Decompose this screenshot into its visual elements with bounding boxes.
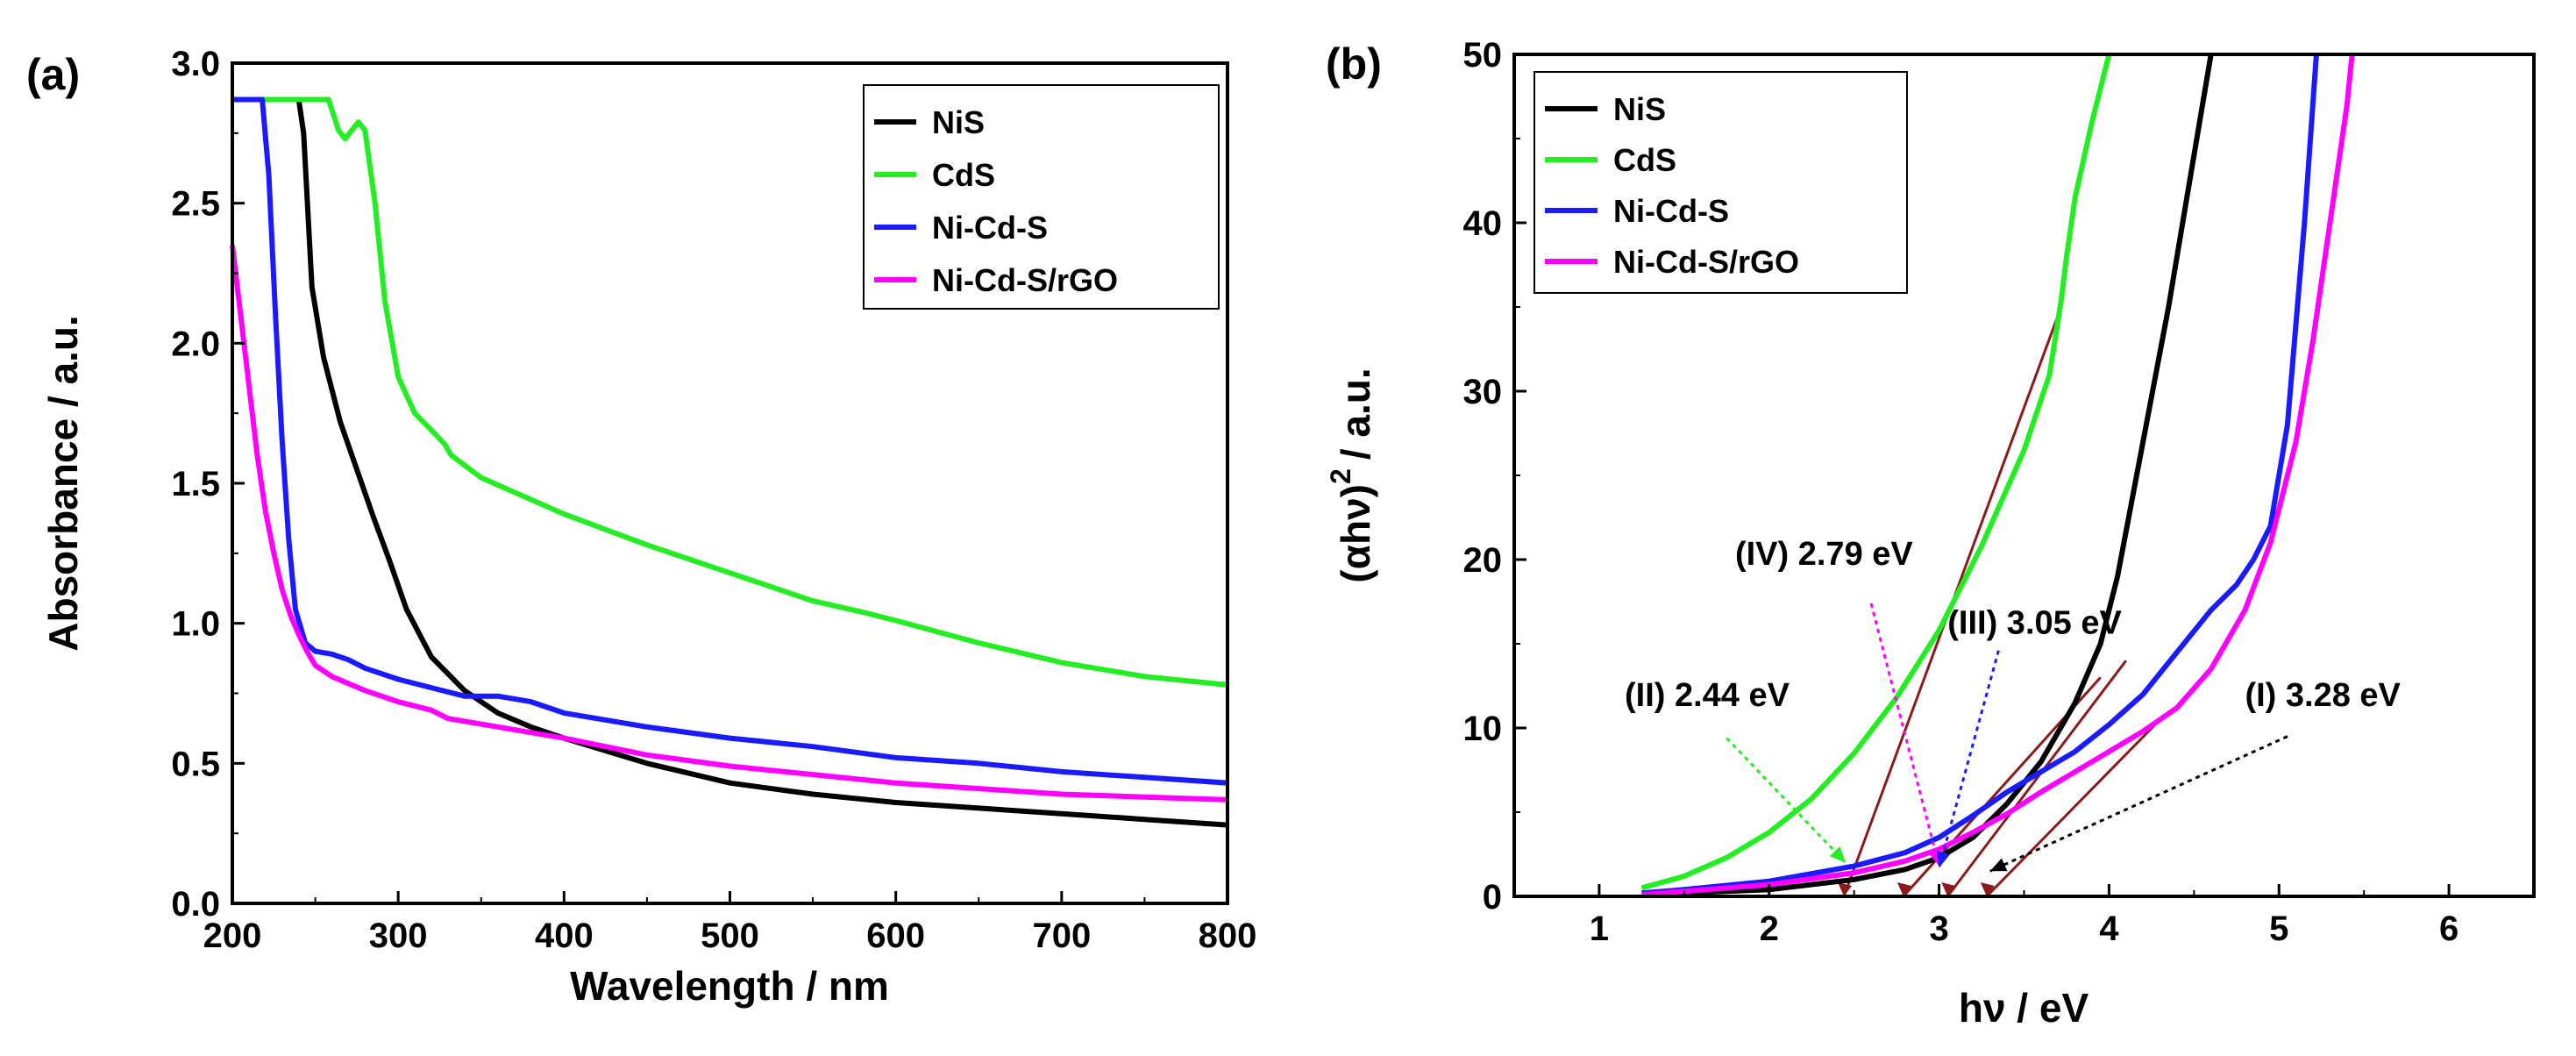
y-tick-label: 2.0 xyxy=(171,325,220,363)
y-tick-label: 20 xyxy=(1463,541,1503,580)
x-tick-label: 800 xyxy=(1199,917,1257,955)
panel-a-plot-area xyxy=(230,96,1228,828)
series-line-nis xyxy=(295,99,1228,828)
x-tick-label: 300 xyxy=(369,917,428,955)
y-tick-label: 0.5 xyxy=(171,745,220,783)
annotation-arrowhead xyxy=(1989,858,2008,872)
series-line-ni-cd-s xyxy=(1641,54,2319,896)
series-line-cds xyxy=(232,96,1228,688)
legend-label-nis: NiS xyxy=(932,104,985,140)
y-tick-label: 2.5 xyxy=(171,185,220,224)
panel-a-y-ticks: 0.0 0.5 1.0 1.5 2.0 2.5 3.0 xyxy=(171,45,245,924)
annotation-label: (IV) 2.79 eV xyxy=(1735,536,1913,573)
legend-label-ni-cd-s-rgo: Ni-Cd-S/rGO xyxy=(1613,244,1799,280)
x-tick-label: 5 xyxy=(2269,910,2288,948)
panel-b-y-axis-label-unit: / a.u. xyxy=(1333,367,1378,460)
x-tick-label: 4 xyxy=(2099,910,2119,948)
panel-a-y-axis-label: Absorbance / a.u. xyxy=(40,315,86,651)
panel-a-legend: NiS CdS Ni-Cd-S Ni-Cd-S/rGO xyxy=(863,84,1220,310)
annotation-label: (II) 2.44 eV xyxy=(1625,677,1790,714)
panel-b-label: (b) xyxy=(1326,39,1382,89)
legend-label-cds: CdS xyxy=(932,157,995,193)
panel-b-x-ticks: 1 2 3 4 5 6 xyxy=(1513,884,2535,948)
x-tick-label: 200 xyxy=(203,917,262,955)
series-line-cds xyxy=(1640,54,2112,891)
x-tick-label: 600 xyxy=(866,917,925,955)
x-tick-label: 6 xyxy=(2439,910,2459,948)
series-line-ni-cd-s-rgo xyxy=(230,245,1228,803)
panel-a-legend-box xyxy=(863,84,1220,310)
tangent-line xyxy=(1946,660,2127,897)
x-tick-label: 1 xyxy=(1590,910,1609,948)
x-tick-label: 2 xyxy=(1760,910,1779,948)
y-tick-label: 30 xyxy=(1463,373,1503,411)
tangent-arrowhead xyxy=(1980,882,1995,896)
y-tick-label: 10 xyxy=(1463,710,1503,748)
legend-label-ni-cd-s: Ni-Cd-S xyxy=(932,210,1048,246)
y-tick-label: 0.0 xyxy=(171,885,220,924)
annotation-label: (I) 3.28 eV xyxy=(2245,677,2401,714)
y-tick-label: 3.0 xyxy=(171,45,220,83)
panel-a-x-axis-label: Wavelength / nm xyxy=(570,963,889,1009)
series-line-ni-cd-s xyxy=(232,96,1228,786)
series-line-ni-cd-s-rgo xyxy=(1641,54,2355,898)
y-tick-label: 0 xyxy=(1483,878,1502,917)
annotation-arrowhead xyxy=(1829,846,1846,863)
tangent-arrowhead xyxy=(1941,882,1956,896)
tangent-line xyxy=(1985,718,2161,898)
annotation-pointer xyxy=(1938,650,2000,868)
legend-label-ni-cd-s: Ni-Cd-S xyxy=(1613,193,1729,229)
x-tick-label: 500 xyxy=(701,917,759,955)
panel-b-plot-area: (IV) 2.79 eV (III) 3.05 eV (II) 2.44 eV (I)… xyxy=(1625,54,2402,898)
panel-b-y-axis-label-sup: 2 xyxy=(1325,468,1356,484)
series-line-nis xyxy=(1641,54,2214,898)
y-tick-label: 50 xyxy=(1463,36,1503,75)
panel-b-y-ticks: 0 10 20 30 40 50 xyxy=(1463,36,1526,917)
y-tick-label: 40 xyxy=(1463,204,1503,243)
x-tick-label: 700 xyxy=(1032,917,1091,955)
panel-b-legend: NiS CdS Ni-Cd-S Ni-Cd-S/rGO xyxy=(1534,71,1908,294)
panel-b-x-axis-label: hν / eV xyxy=(1959,985,2089,1031)
annotation-label: (III) 3.05 eV xyxy=(1947,604,2122,641)
panel-a-label: (a) xyxy=(26,50,80,99)
x-tick-label: 400 xyxy=(535,917,594,955)
x-tick-label: 3 xyxy=(1929,910,1948,948)
tangent-arrowhead xyxy=(1838,882,1853,896)
legend-label-ni-cd-s-rgo: Ni-Cd-S/rGO xyxy=(932,262,1118,298)
legend-label-cds: CdS xyxy=(1613,142,1676,178)
annotation-pointer xyxy=(1989,735,2288,873)
legend-label-nis: NiS xyxy=(1613,91,1666,127)
panel-b-y-axis-label-main: (αhν) xyxy=(1333,484,1378,583)
panel-a-x-ticks: 200 300 400 500 600 700 800 xyxy=(203,891,1257,955)
panel-a: (a) 200 300 400 500 600 700 800 0.0 0.5 1.0 1.5 2.… xyxy=(26,45,1256,1009)
y-tick-label: 1.0 xyxy=(171,605,220,644)
tangent-arrowhead xyxy=(1896,882,1911,896)
y-tick-label: 1.5 xyxy=(171,465,220,503)
annotation-pointer xyxy=(1726,737,1847,864)
annotation-arrowhead xyxy=(1936,850,1951,868)
panel-b: (b) (IV) 2.79 eV (III) 3.05 eV (II) 2.44 e… xyxy=(1325,36,2536,1031)
svg-text:(αhν)2/ a.u.: (αhν)2 / a.u. xyxy=(1325,367,1378,582)
annotation-pointer xyxy=(1869,603,1941,867)
panel-b-y-axis-label: (αhν)2 / a.u. xyxy=(1325,367,1378,582)
